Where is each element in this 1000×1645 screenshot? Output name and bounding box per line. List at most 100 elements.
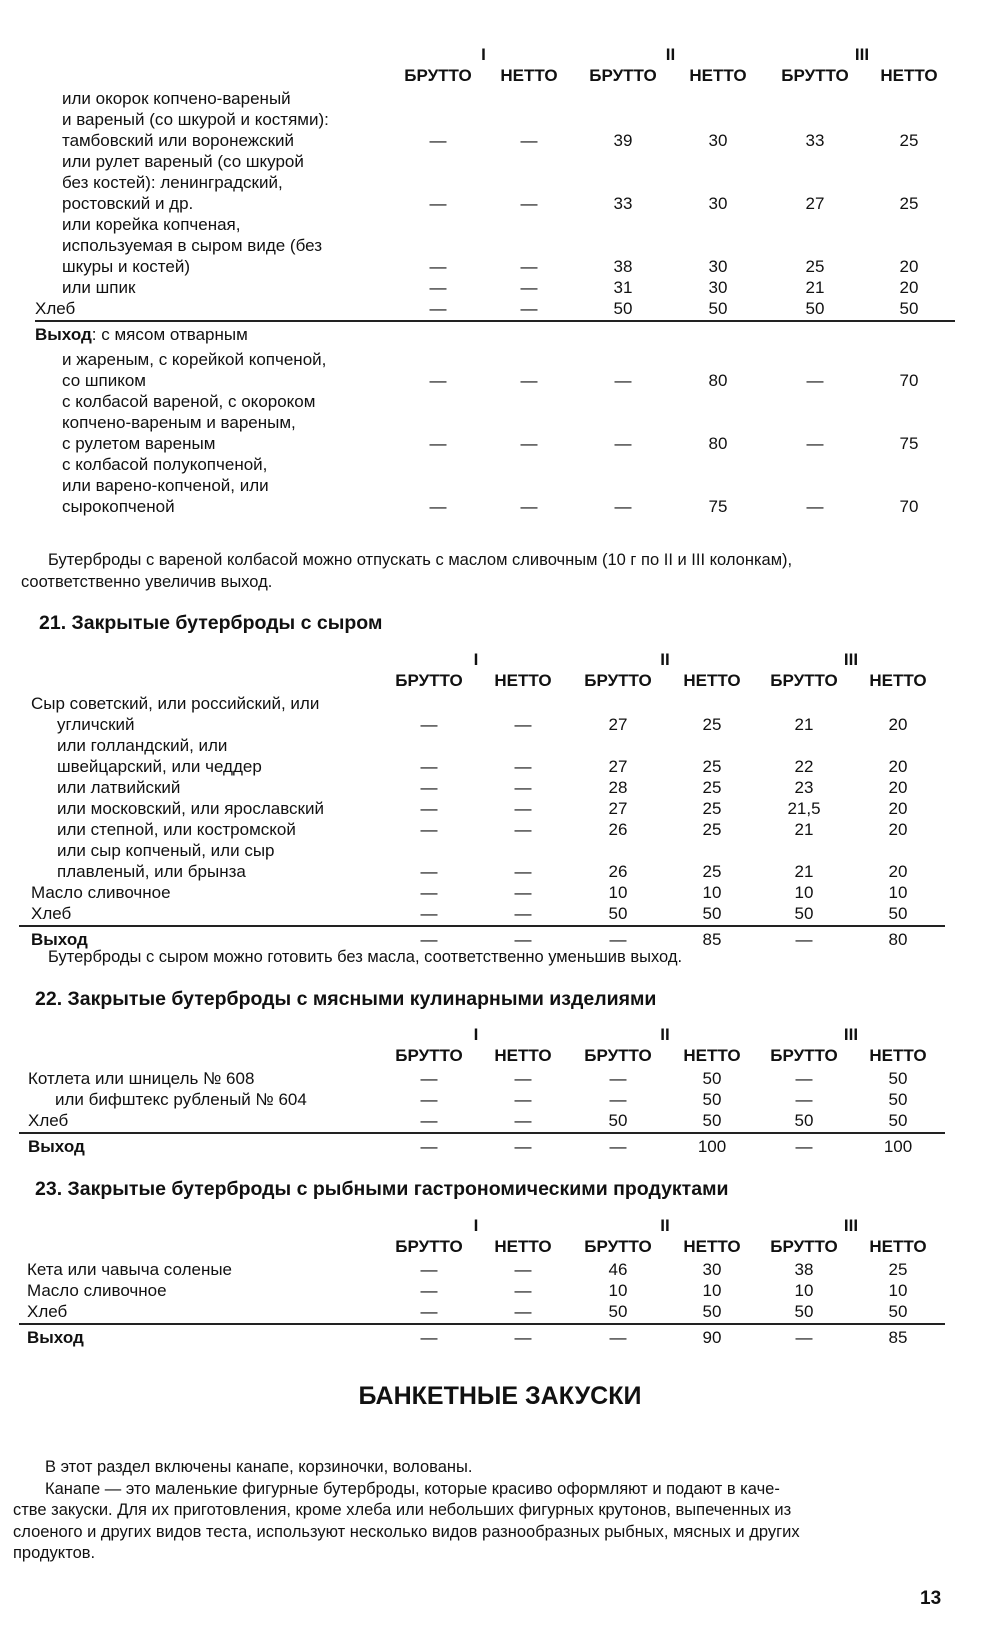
cell-value: 21,5 (787, 799, 821, 818)
cell-value: — (520, 371, 538, 390)
subcolumn-label: БРУТТО (584, 1046, 652, 1065)
cell-value: 25 (702, 820, 722, 839)
table-row: или московский, или ярославский — — 27 25 21,… (0, 798, 1000, 819)
intro-line: стве закуски. Для их приготовления, кром… (13, 1501, 792, 1519)
cell-value: — (520, 299, 538, 318)
cell-value: 46 (608, 1260, 628, 1279)
cell-value: — (520, 257, 538, 276)
cell-value: 27 (608, 715, 628, 734)
subcolumn-label: НЕТТО (683, 1237, 741, 1256)
row-label: Хлеб (28, 1111, 69, 1130)
cell-value: 10 (702, 1281, 722, 1300)
cell-value: — (429, 131, 447, 150)
table-row: или окорок копчено-вареный и вареный (со … (0, 88, 1000, 151)
cell-value: 21 (794, 820, 814, 839)
cell-value: 38 (794, 1260, 814, 1279)
cell-value: 50 (613, 299, 633, 318)
cell-value: — (609, 930, 627, 949)
cell-value: — (795, 1137, 813, 1156)
cell-value: — (614, 371, 632, 390)
cell-value: 80 (708, 434, 728, 453)
table-row: или корейка копченая, используемая в сыро… (0, 214, 1000, 277)
cell-value: 39 (613, 131, 633, 150)
row-label: Кета или чавыча соленые (27, 1260, 233, 1279)
cell-value: 27 (805, 194, 825, 213)
table-rule (19, 1132, 945, 1134)
subcolumn-label: НЕТТО (869, 1046, 927, 1065)
table-21: I II III БРУТТО НЕТТО БРУТТО НЕТТО БРУТТО НЕТТО С… (0, 649, 1000, 950)
cell-value: 50 (702, 904, 722, 923)
cell-value: 50 (608, 1111, 628, 1130)
cell-value: 20 (899, 278, 919, 297)
table-row: Кета или чавыча соленые — — 46 30 38 25 (0, 1259, 1000, 1280)
group-label: III (854, 45, 870, 64)
cell-value: — (429, 371, 447, 390)
cell-value: 50 (794, 1302, 814, 1321)
cell-value: 75 (899, 434, 919, 453)
row-label: Хлеб (27, 1302, 68, 1321)
table-row: или рулет вареный (со шкурой без костей):… (0, 151, 1000, 214)
table-row: или шпик — — 31 30 21 20 (0, 277, 1000, 298)
cell-value: 80 (708, 371, 728, 390)
row-label: или сыр копченый, или сыр (57, 841, 275, 860)
cell-value: 28 (608, 778, 628, 797)
cell-value: — (806, 371, 824, 390)
group-label: III (843, 650, 859, 669)
row-label: или шпик (62, 278, 136, 297)
cell-value: 38 (613, 257, 633, 276)
row-label: плавленый, или брынза (57, 862, 246, 881)
group-label: III (843, 1216, 859, 1235)
yield-row: Выход: с мясом отварным (0, 324, 1000, 345)
cell-value: 10 (888, 883, 908, 902)
cell-value: — (795, 1328, 813, 1347)
row-label: или степной, или костромской (57, 820, 296, 839)
subcolumn-label: БРУТТО (770, 671, 838, 690)
cell-value: — (795, 1090, 813, 1109)
cell-value: 20 (888, 820, 908, 839)
table-row: или бифштекс рубленый № 604 — — — 50 — 50 (0, 1089, 1000, 1110)
yield-label: Выход (28, 1137, 85, 1156)
row-label: Сыр советский, или российский, или (31, 694, 320, 713)
cell-value: — (514, 799, 532, 818)
row-label: Котлета или шницель № 608 (28, 1069, 255, 1088)
cell-value: — (514, 757, 532, 776)
subcolumn-label: НЕТТО (683, 671, 741, 690)
section-23-title: 23. Закрытые бутерброды с рыбными гастро… (35, 1178, 729, 1200)
intro-line: продуктов. (13, 1544, 96, 1562)
cell-value: — (429, 299, 447, 318)
cell-value: 23 (794, 778, 814, 797)
cell-value: 70 (899, 497, 919, 516)
cell-value: 50 (888, 1111, 908, 1130)
yield-row: Выход — — — 100 — 100 (0, 1136, 1000, 1157)
cell-value: — (520, 497, 538, 516)
row-label: с колбасой вареной, с окороком (62, 392, 316, 411)
cell-value: 10 (702, 883, 722, 902)
cell-value: 85 (702, 930, 722, 949)
cell-value: — (795, 930, 813, 949)
cell-value: 25 (888, 1260, 908, 1279)
cell-value: 10 (794, 1281, 814, 1300)
subcolumn-label: БРУТТО (395, 1046, 463, 1065)
cell-value: — (514, 1137, 532, 1156)
row-label: или московский, или ярославский (57, 799, 324, 818)
cell-value: — (514, 1111, 532, 1130)
intro-line: В этот раздел включены канапе, корзиночк… (45, 1458, 473, 1476)
cell-value: 50 (805, 299, 825, 318)
row-label: или корейка копченая, (62, 215, 241, 234)
cell-value: 30 (708, 257, 728, 276)
row-label: шкуры и костей) (62, 257, 190, 276)
cell-value: — (420, 930, 438, 949)
note-cheese: Бутерброды с сыром можно готовить без ма… (48, 948, 683, 966)
cell-value: — (514, 778, 532, 797)
cell-value: — (420, 1137, 438, 1156)
yield-label-line: Выход (0, 1327, 1000, 1348)
row-label: тамбовский или воронежский (62, 131, 295, 150)
cell-value: 30 (708, 131, 728, 150)
cell-value: 25 (805, 257, 825, 276)
cell-value: — (514, 904, 532, 923)
subcolumn-label: БРУТТО (584, 671, 652, 690)
note-line: соответственно увеличив выход. (21, 572, 273, 591)
cell-value: — (806, 497, 824, 516)
cell-value: — (614, 497, 632, 516)
cell-value: — (514, 820, 532, 839)
